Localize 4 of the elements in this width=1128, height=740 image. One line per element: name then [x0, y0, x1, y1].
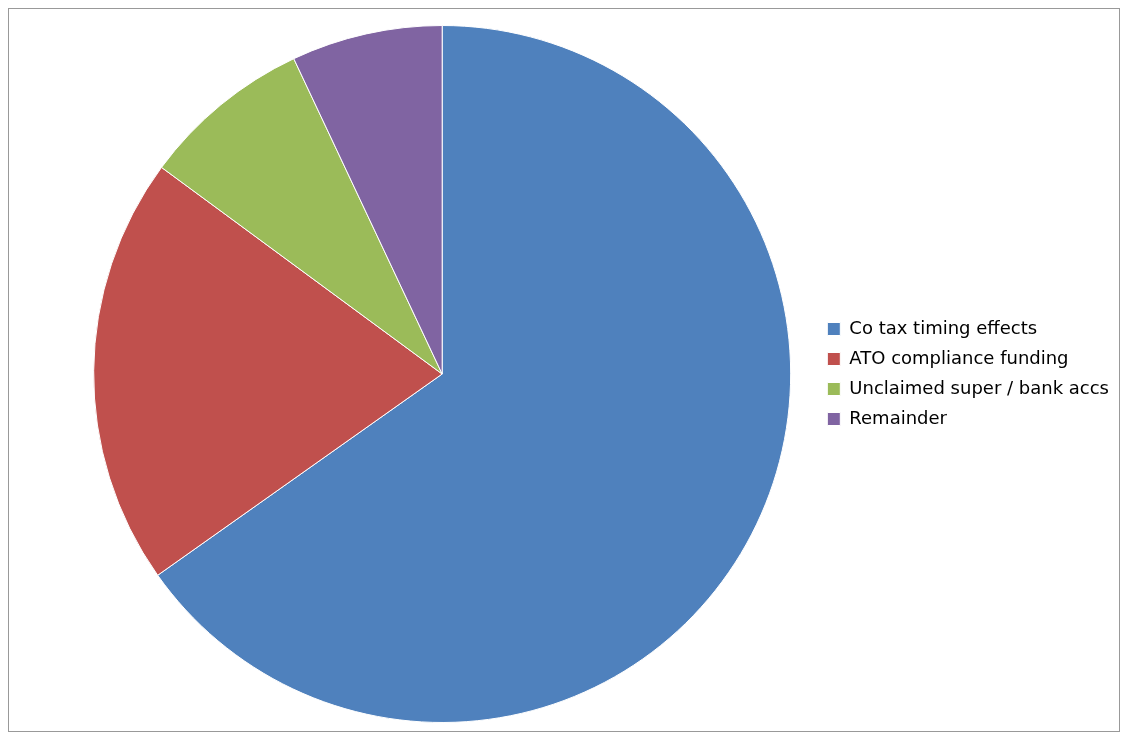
legend-label: ATO compliance funding	[849, 346, 1069, 368]
legend-label: Remainder	[849, 406, 948, 428]
legend-label: Unclaimed super / bank accs	[849, 376, 1110, 398]
legend-label: Co tax timing effects	[849, 316, 1038, 338]
